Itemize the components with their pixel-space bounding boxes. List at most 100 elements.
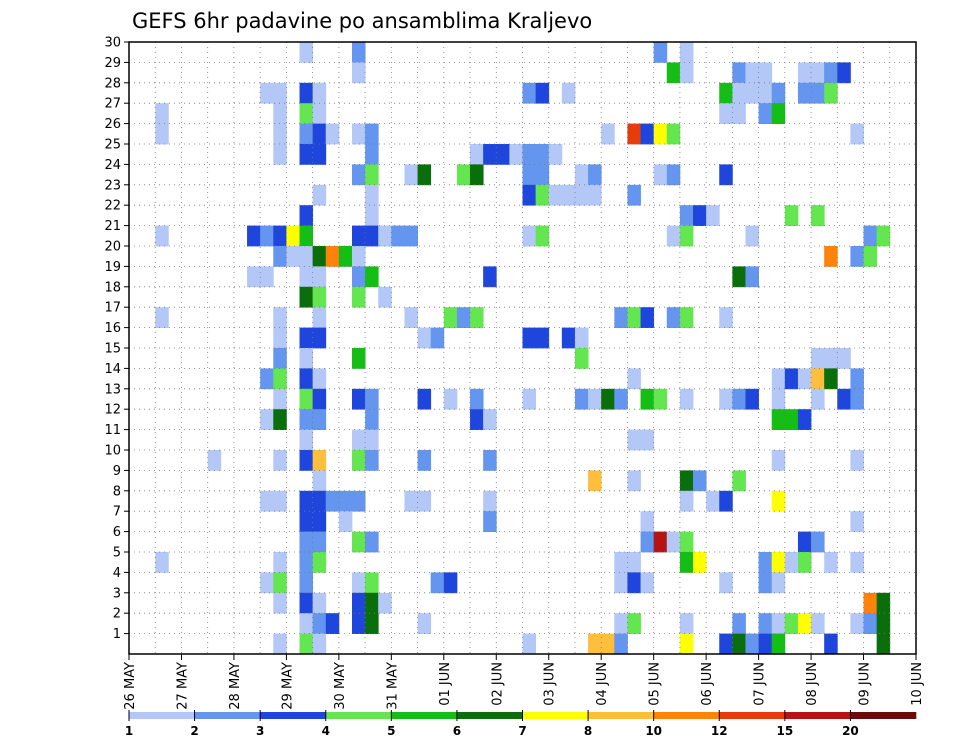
heatmap-cell [732,266,746,288]
legend-label: 20 [842,724,859,738]
heatmap-cell [614,633,628,655]
heatmap-cell [351,572,366,594]
heatmap-cell [299,286,314,308]
heatmap-cell [666,225,681,247]
heatmap-cell [627,613,641,634]
heatmap-cell [312,511,327,532]
y-tick-label: 3 [113,586,121,601]
heatmap-cell [338,246,353,267]
heatmap-cell [312,144,327,165]
heatmap-cell [771,368,786,390]
heatmap-cell [299,82,314,104]
heatmap-cell [260,409,274,430]
heatmap-cell [273,348,287,369]
heatmap-cell [417,164,432,186]
heatmap-cell [627,368,641,390]
heatmap-cell [784,552,799,573]
heatmap-cell [456,307,471,328]
heatmap-cell [640,123,655,145]
heatmap-cell [273,490,287,512]
heatmap-cell [693,470,707,492]
heatmap-cell [811,82,825,104]
heatmap-cell [522,633,537,655]
heatmap-cell [391,225,405,247]
heatmap-cell [312,327,327,349]
heatmap-cell [417,490,432,512]
heatmap-cell [574,184,589,206]
heatmap-cell [824,246,838,267]
heatmap-cell [574,388,589,410]
legend-label: 10 [645,724,662,738]
heatmap-cell [351,450,366,471]
y-tick-label: 14 [104,362,121,377]
heatmap-cell [732,470,746,492]
heatmap-cell [312,490,327,512]
heatmap-cell [640,307,655,328]
heatmap-cell [443,572,458,594]
heatmap-cell [614,572,628,594]
heatmap-cell [640,572,655,594]
heatmap-cell [273,592,287,614]
heatmap-cell [811,388,825,410]
heatmap-cell [299,409,314,430]
heatmap-cell [850,450,864,471]
heatmap-cell [732,62,746,84]
heatmap-cell [417,388,432,410]
heatmap-cell [351,613,366,634]
heatmap-cell [679,470,694,492]
heatmap-cell [758,552,773,573]
heatmap-cell [312,552,327,573]
legend-swatch [784,712,851,719]
heatmap-cell [312,286,327,308]
heatmap-cell [679,205,694,226]
heatmap-cell [850,511,864,532]
heatmap-cell [522,225,537,247]
heatmap-cell [771,388,786,410]
heatmap-cell [666,62,681,84]
heatmap-cell [548,184,563,206]
legend-label: 8 [584,724,592,738]
heatmap-cell [483,450,497,471]
heatmap-cell [679,552,694,573]
heatmap-cell [561,184,576,206]
heatmap-cell [312,613,327,634]
y-tick-label: 8 [113,484,121,499]
heatmap-cell [312,592,327,614]
heatmap-cell [299,246,314,267]
legend-swatch [850,712,917,719]
heatmap-cell [286,246,300,267]
heatmap-cell [824,368,838,390]
heatmap-cell [299,613,314,634]
heatmap-cell [719,633,733,655]
heatmap-cell [627,184,641,206]
heatmap-cell [351,164,366,186]
heatmap-cell [299,205,314,226]
heatmap-cell [351,348,366,369]
heatmap-cell [771,450,786,471]
heatmap-cell [627,572,641,594]
heatmap-cell [351,266,366,288]
y-tick-label: 17 [104,301,121,316]
heatmap-cell [155,123,169,145]
heatmap-cell [863,246,878,267]
heatmap-cell [365,164,379,186]
heatmap-cell [719,164,733,186]
heatmap-cell [627,552,641,573]
heatmap-cell [522,388,537,410]
heatmap-cell [273,103,287,124]
heatmap-cell [286,225,300,247]
heatmap-cell [679,42,694,63]
x-axis: 26 MAY 27 MAY 28 MAY 29 MAY 30 MAY 31 MAY 01 J… [123,654,925,710]
heatmap-cell [273,82,287,104]
heatmap-cell [627,429,641,451]
heatmap-cell [404,307,418,328]
legend-swatch [260,712,327,719]
heatmap-cell [640,531,655,553]
y-tick-label: 29 [104,56,121,71]
heatmap-cell [273,572,287,594]
x-tick-label: 31 MAY [385,662,400,710]
heatmap-cell [666,164,681,186]
heatmap-cell [155,307,169,328]
y-tick-label: 2 [113,607,121,622]
heatmap-cell [247,266,261,288]
